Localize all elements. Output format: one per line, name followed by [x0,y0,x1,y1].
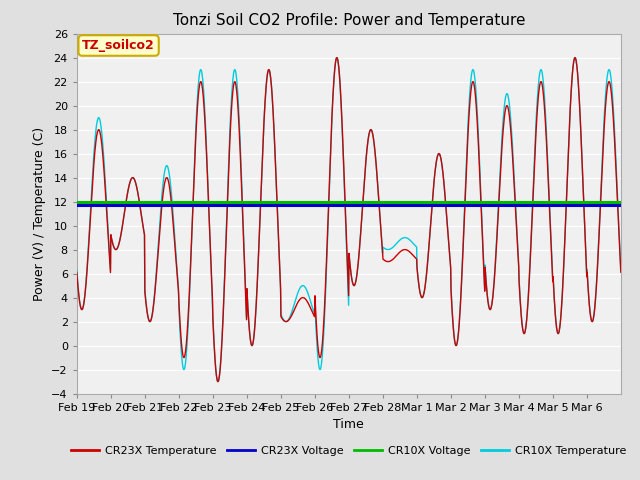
CR10X Temperature [572,55,579,60]
CR23X Temperature [324,205,332,211]
CR23X Temperature [73,270,81,276]
X-axis label: Time: Time [333,418,364,431]
CR23X Voltage [73,203,81,208]
CR23X Temperature [158,203,166,208]
CR23X Temperature [557,313,564,319]
CR10X Temperature [324,211,332,216]
CR10X Temperature [557,313,564,319]
Y-axis label: Power (V) / Temperature (C): Power (V) / Temperature (C) [33,127,45,300]
CR10X Temperature [73,267,81,273]
CR10X Temperature [158,193,166,199]
CR10X Temperature [617,267,625,273]
CR23X Voltage [107,203,115,208]
Legend: CR23X Temperature, CR23X Voltage, CR10X Voltage, CR10X Temperature: CR23X Temperature, CR23X Voltage, CR10X … [67,441,630,460]
CR23X Temperature [335,64,342,70]
CR10X Temperature [214,379,221,384]
Text: TZ_soilco2: TZ_soilco2 [82,39,155,52]
CR10X Voltage [73,199,81,205]
Line: CR10X Temperature: CR10X Temperature [77,58,621,382]
CR23X Temperature [572,55,579,60]
CR23X Temperature [214,379,221,384]
CR23X Temperature [477,206,485,212]
CR10X Temperature [611,126,618,132]
Line: CR23X Temperature: CR23X Temperature [77,58,621,382]
CR23X Temperature [611,135,618,141]
Title: Tonzi Soil CO2 Profile: Power and Temperature: Tonzi Soil CO2 Profile: Power and Temper… [173,13,525,28]
CR10X Voltage [107,199,115,205]
CR23X Temperature [617,269,625,275]
CR10X Temperature [335,64,342,70]
CR10X Temperature [477,200,485,206]
